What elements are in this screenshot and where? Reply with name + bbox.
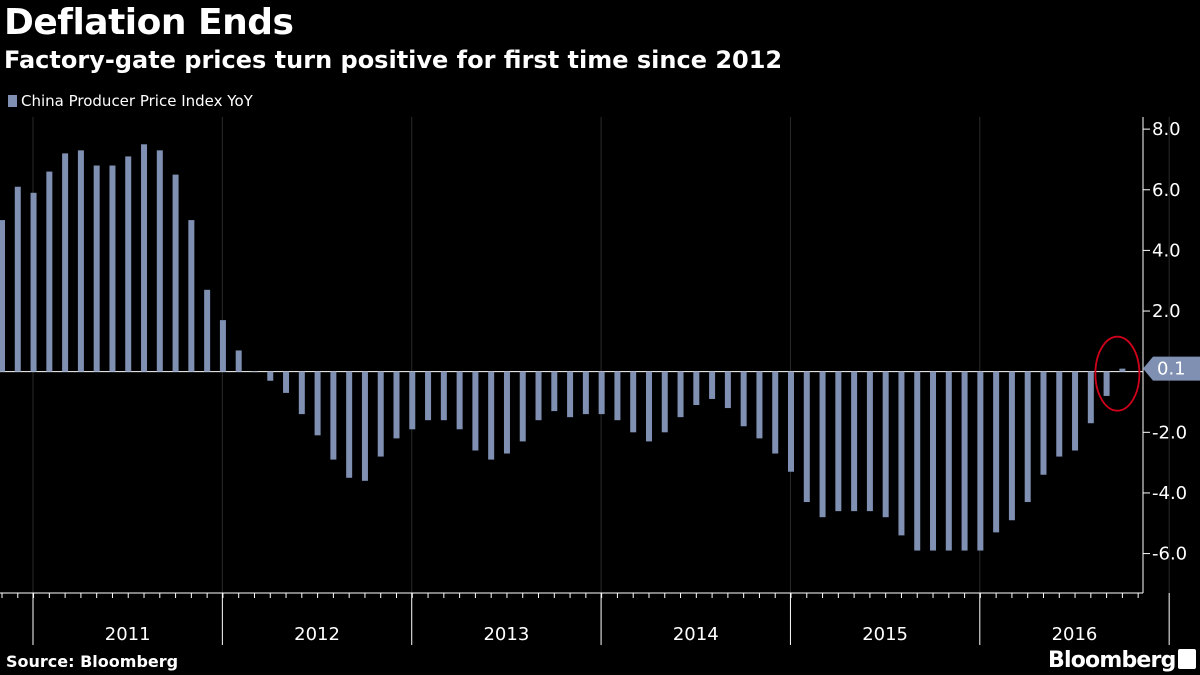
legend-label: China Producer Price Index YoY — [21, 92, 253, 110]
bar — [298, 371, 305, 415]
bar — [1119, 368, 1126, 372]
bar — [803, 371, 810, 503]
y-tick-label: 4.0 — [1152, 240, 1181, 261]
y-tick-label: 2.0 — [1152, 301, 1181, 322]
bar — [393, 371, 400, 439]
bar — [914, 371, 921, 551]
bar — [330, 371, 337, 460]
bar — [582, 371, 589, 415]
bar — [14, 186, 21, 372]
y-tick-label: -6.0 — [1152, 544, 1187, 565]
bar — [772, 371, 779, 454]
year-label: 2011 — [105, 624, 151, 645]
year-label: 2013 — [483, 624, 529, 645]
bar — [62, 153, 69, 372]
bar — [409, 371, 416, 430]
bar — [204, 289, 211, 372]
bar — [1008, 371, 1015, 521]
bar — [456, 371, 463, 430]
bar — [1072, 371, 1079, 451]
bar — [535, 371, 542, 421]
bar — [1103, 371, 1110, 396]
y-tick-label: -4.0 — [1152, 483, 1187, 504]
bar — [993, 371, 1000, 533]
bar — [314, 371, 321, 436]
bar — [219, 320, 226, 372]
y-tick-label: -2.0 — [1152, 422, 1187, 443]
axis-layer: 8.0 6.0 4.0 2.0 -2.0 -4.0 -6.0 2011 2012 2013 2014… — [0, 117, 1200, 645]
bar — [1056, 371, 1063, 457]
bar — [77, 150, 84, 372]
bar — [361, 371, 368, 481]
year-label: 2015 — [862, 624, 908, 645]
bar — [756, 371, 763, 439]
bar — [740, 371, 747, 427]
brand-logo: Bloomberg — [1048, 648, 1176, 673]
bar — [251, 371, 258, 373]
bar — [645, 371, 652, 442]
bar — [677, 371, 684, 418]
bar — [851, 371, 858, 512]
bar — [551, 371, 558, 412]
bar — [930, 371, 937, 551]
bar — [377, 371, 384, 457]
bar — [172, 174, 179, 372]
bar — [835, 371, 842, 512]
bar — [945, 371, 952, 551]
bar — [709, 371, 716, 399]
bar — [819, 371, 826, 518]
highlight-circle — [1094, 335, 1141, 412]
bar — [693, 371, 700, 406]
bar — [977, 371, 984, 551]
bar — [1024, 371, 1031, 503]
bar — [46, 171, 53, 372]
bar — [598, 371, 605, 415]
bar — [125, 156, 132, 372]
source-note: Source: Bloomberg — [6, 652, 179, 671]
bar — [519, 371, 526, 442]
bar — [235, 350, 242, 372]
bar — [488, 371, 495, 460]
bar — [1087, 371, 1094, 424]
legend-swatch — [8, 95, 17, 107]
bar — [630, 371, 637, 433]
chart-title: Deflation Ends — [4, 2, 294, 43]
bar — [503, 371, 510, 454]
bar — [425, 371, 432, 421]
bar — [614, 371, 621, 421]
chart-subtitle: Factory-gate prices turn positive for fi… — [4, 46, 783, 74]
bar — [866, 371, 873, 512]
bar — [109, 165, 116, 372]
callout-tag — [1143, 356, 1200, 381]
bar — [0, 220, 5, 372]
year-label: 2016 — [1052, 624, 1098, 645]
bar — [440, 371, 447, 421]
bar — [661, 371, 668, 433]
legend: China Producer Price Index YoY — [8, 92, 253, 110]
bar — [961, 371, 968, 551]
year-label: 2012 — [294, 624, 340, 645]
bar — [188, 220, 195, 372]
bar — [346, 371, 353, 478]
bar — [882, 371, 889, 518]
bar — [156, 150, 163, 372]
bar — [567, 371, 574, 418]
bar — [30, 192, 37, 372]
y-tick-label: 6.0 — [1152, 180, 1181, 201]
bar — [724, 371, 731, 409]
year-label: 2014 — [673, 624, 719, 645]
callout-value-label: 0.1 — [1157, 359, 1186, 380]
bar — [788, 371, 794, 472]
bar — [898, 371, 905, 536]
bar-layer — [0, 144, 1126, 551]
bar — [267, 371, 274, 381]
bloomberg-terminal-icon — [1178, 649, 1196, 669]
bar — [93, 165, 100, 372]
bar — [141, 144, 148, 372]
bar — [1040, 371, 1047, 475]
bar — [283, 371, 290, 393]
y-tick-label: 8.0 — [1152, 119, 1181, 140]
bar — [472, 371, 479, 451]
